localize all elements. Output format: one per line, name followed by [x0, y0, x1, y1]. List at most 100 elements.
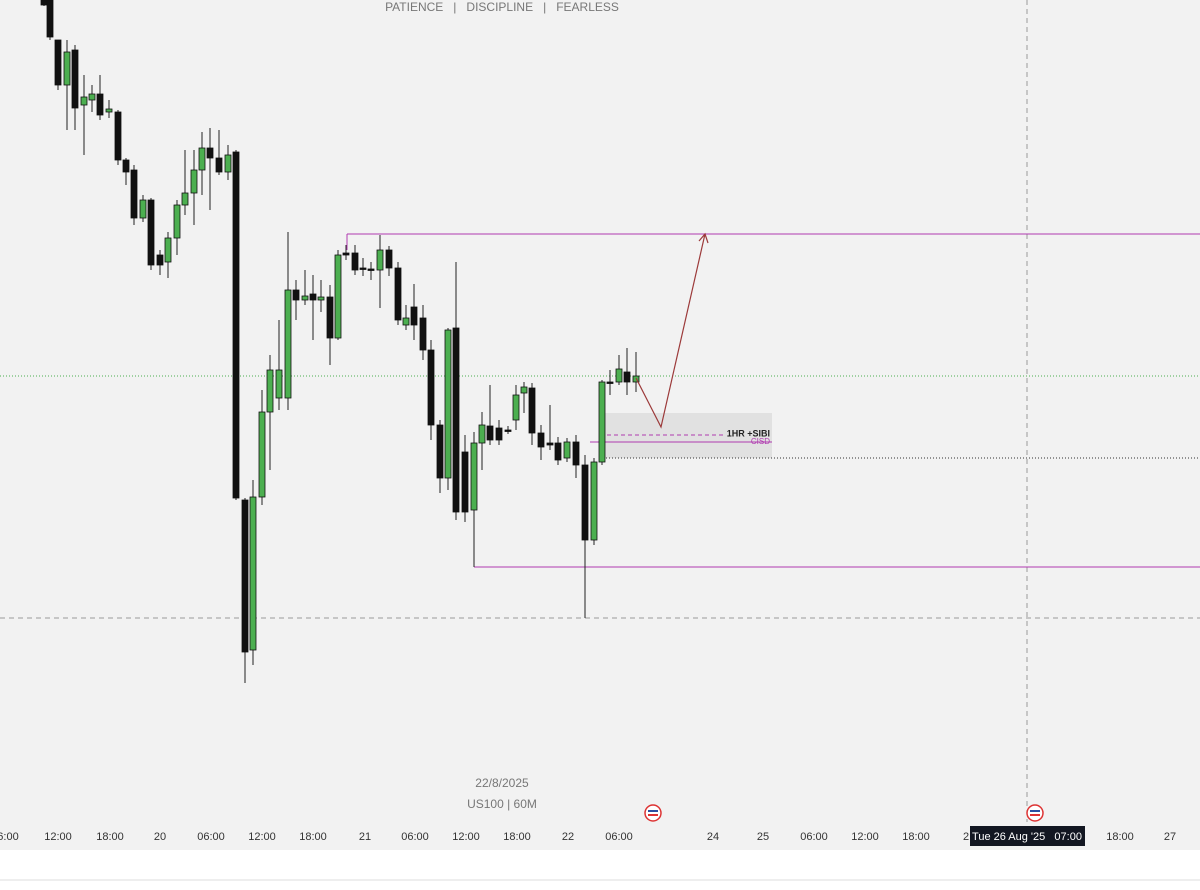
- candle-body: [198, 147, 206, 171]
- candle-body: [427, 349, 435, 426]
- watermark-symbol: US100 | 60M: [467, 797, 537, 811]
- time-axis-label: 12:00: [851, 831, 879, 843]
- candle-body: [478, 424, 486, 444]
- time-axis-label: 22: [562, 831, 574, 843]
- candle-body: [376, 249, 384, 271]
- candle-body: [572, 441, 580, 466]
- time-axis-label: 24: [707, 831, 719, 843]
- time-axis-label: 18:00: [299, 831, 327, 843]
- candle-body: [181, 192, 189, 206]
- candle-body: [402, 317, 410, 326]
- candle-body: [114, 111, 122, 161]
- candle-body: [410, 306, 418, 326]
- candle-body: [317, 296, 325, 301]
- candle-body: [190, 169, 198, 194]
- candle-body: [470, 442, 478, 511]
- cisd-label: CISD: [751, 437, 770, 446]
- projection-arrow: [635, 232, 709, 429]
- candle-body: [581, 464, 589, 541]
- candle-body: [554, 442, 562, 461]
- candle-body: [367, 268, 375, 271]
- candle-body: [623, 371, 631, 383]
- time-axis-label: 18:00: [503, 831, 531, 843]
- time-axis-label: 06:00: [401, 831, 429, 843]
- candle-body: [394, 267, 402, 321]
- candle-body: [461, 451, 469, 513]
- candle-body: [96, 93, 104, 116]
- candle-body: [301, 295, 309, 301]
- candles: [40, 0, 640, 683]
- candle-body: [232, 151, 240, 499]
- candle-body: [309, 293, 317, 301]
- time-axis: 6:00 12:00 18:00 20 06:00 12:00 18:00 21 06:00 12…: [0, 831, 1176, 843]
- time-axis-label: 2: [963, 831, 969, 843]
- candle-body: [54, 39, 62, 86]
- candle-body: [359, 267, 367, 270]
- candle-body: [266, 369, 274, 413]
- candle-body: [206, 147, 214, 159]
- candle-body: [156, 254, 164, 266]
- candle-body: [284, 289, 292, 399]
- candle-body: [342, 252, 350, 256]
- time-axis-label: 12:00: [452, 831, 480, 843]
- candle-body: [147, 199, 155, 266]
- candle-body: [63, 51, 71, 86]
- crosshair-label-box: [970, 826, 1085, 846]
- crosshair-label: Tue 26 Aug '25 07:00: [972, 831, 1082, 843]
- candle-body: [385, 249, 393, 269]
- candle-body: [615, 368, 623, 383]
- candle-body: [275, 369, 283, 399]
- candle-body: [546, 442, 554, 446]
- candle-body: [241, 499, 249, 653]
- candle-body: [452, 327, 460, 513]
- candle-body: [88, 93, 96, 101]
- candle-body: [504, 429, 512, 432]
- candle-body: [334, 254, 342, 339]
- candle-body: [173, 204, 181, 239]
- candle-body: [71, 49, 79, 109]
- candle-body: [444, 329, 452, 479]
- candle-body: [436, 424, 444, 479]
- candle-body: [46, 0, 54, 38]
- candle-body: [249, 496, 257, 651]
- candle-body: [130, 169, 138, 219]
- candle-body: [139, 199, 147, 219]
- time-axis-label: 6:00: [0, 831, 19, 843]
- candle-body: [419, 317, 427, 351]
- candle-body: [590, 461, 598, 541]
- header-title: PATIENCE | DISCIPLINE | FEARLESS: [385, 0, 619, 14]
- candle-body: [598, 381, 606, 463]
- time-axis-label: 21: [359, 831, 371, 843]
- candle-body: [520, 386, 528, 394]
- candle-body: [495, 427, 503, 441]
- candle-body: [224, 154, 232, 173]
- candle-body: [606, 381, 614, 384]
- candle-body: [164, 237, 172, 263]
- candle-body: [486, 425, 494, 441]
- candle-body: [105, 108, 113, 113]
- time-axis-label: 18:00: [1106, 831, 1134, 843]
- watermark-date: 22/8/2025: [475, 776, 529, 790]
- event-flag: [1026, 804, 1044, 822]
- time-axis-label: 06:00: [197, 831, 225, 843]
- time-axis-label: 06:00: [800, 831, 828, 843]
- zone-label: 1HR +SIBI: [727, 428, 770, 438]
- time-axis-label: 12:00: [248, 831, 276, 843]
- candle-body: [512, 394, 520, 421]
- candle-body: [215, 157, 223, 173]
- time-axis-label: 25: [757, 831, 769, 843]
- candle-body: [258, 411, 266, 498]
- footer-strip: [0, 850, 1200, 885]
- candle-body: [537, 432, 545, 448]
- time-axis-label: 27: [1164, 831, 1176, 843]
- time-axis-label: 18:00: [96, 831, 124, 843]
- candle-body: [122, 159, 130, 173]
- candle-body: [351, 252, 359, 271]
- time-axis-label: 20: [154, 831, 166, 843]
- candle-body: [80, 96, 88, 106]
- candle-body: [292, 289, 300, 301]
- time-axis-label: 12:00: [44, 831, 72, 843]
- time-axis-label: 18:00: [902, 831, 930, 843]
- time-axis-label: 06:00: [605, 831, 633, 843]
